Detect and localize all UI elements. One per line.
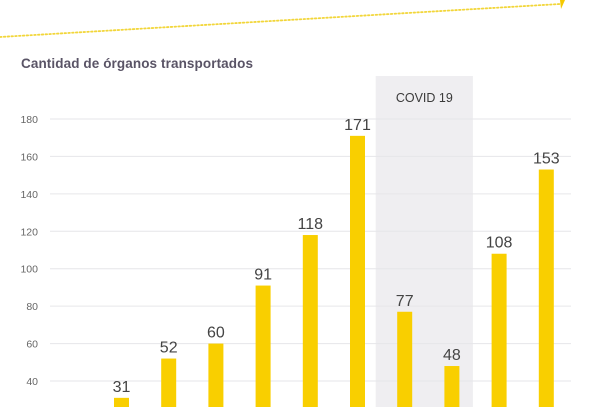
y-tick-label: 140: [20, 189, 38, 201]
bar-9: [538, 169, 554, 407]
data-label-9: 153: [533, 151, 560, 168]
data-label-3: 91: [254, 267, 272, 284]
data-label-5: 171: [344, 117, 371, 134]
y-axis-ticks: 40 60 80 100 120 140 160 180: [20, 114, 38, 388]
data-label-1: 52: [160, 340, 178, 357]
dotted-divider: [0, 3, 561, 38]
bar-6: [397, 311, 413, 407]
bar-1: [161, 358, 177, 407]
bar-5: [350, 135, 365, 407]
data-label-6: 77: [396, 293, 414, 310]
data-label-2: 60: [207, 325, 225, 342]
data-label-0: 31: [113, 379, 131, 396]
decorative-dotted-line: [0, 0, 565, 38]
bar-8: [491, 253, 507, 407]
covid-band-layer: COVID 19: [375, 76, 473, 407]
y-tick-label: 100: [20, 264, 38, 276]
y-tick-label: 60: [26, 339, 38, 351]
data-label-4: 118: [298, 216, 324, 233]
y-tick-label: 80: [26, 301, 38, 313]
y-tick-label: 180: [20, 114, 38, 126]
data-label-8: 108: [486, 235, 513, 252]
data-label-7: 48: [443, 347, 461, 364]
bar-3: [255, 285, 271, 407]
chart-title: Cantidad de órganos transportados: [21, 56, 254, 71]
bar-7: [444, 366, 460, 407]
y-tick-label: 120: [20, 226, 38, 238]
y-tick-label: 160: [20, 151, 38, 163]
data-labels: 31 52 60 91 118 171 77 48 108 153: [113, 117, 560, 396]
corner-accent-mark: [560, 0, 565, 9]
bar-2: [208, 343, 224, 407]
bar-0: [114, 397, 129, 407]
bars: [114, 135, 554, 407]
bar-4: [302, 235, 318, 407]
y-tick-label: 40: [26, 376, 38, 388]
covid-band-label: COVID 19: [396, 91, 453, 105]
covid-shaded-band: [375, 76, 473, 407]
